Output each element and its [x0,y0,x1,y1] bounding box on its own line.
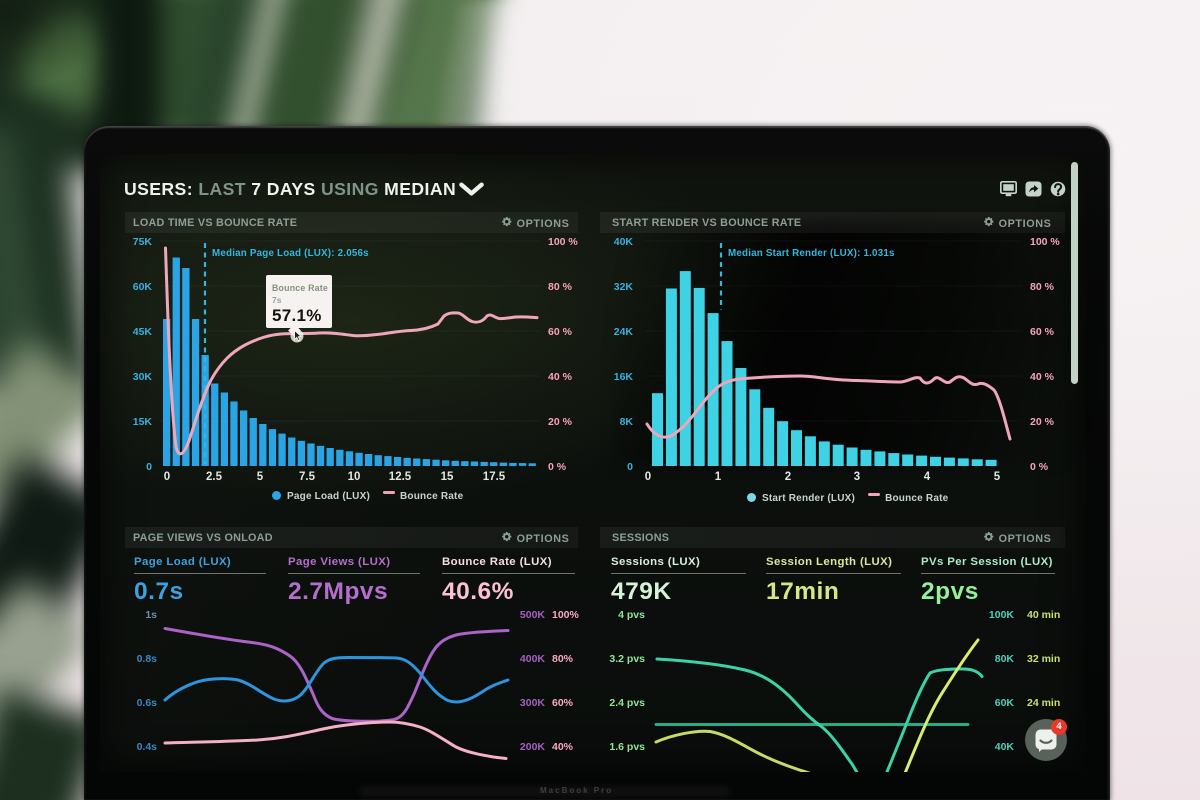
svg-text:60 %: 60 % [548,326,573,338]
svg-text:0.4s: 0.4s [137,741,158,753]
svg-text:40K: 40K [614,236,634,248]
svg-text:24 min: 24 min [1027,697,1060,709]
svg-text:500K: 500K [520,609,546,621]
svg-text:0.6s: 0.6s [137,697,158,709]
svg-text:3.2 pvs: 3.2 pvs [609,653,645,665]
svg-text:7.5: 7.5 [299,471,316,483]
svg-text:40K: 40K [995,741,1015,753]
svg-text:0 %: 0 % [548,461,567,473]
svg-text:2: 2 [785,471,791,483]
svg-text:32 min: 32 min [1027,653,1060,665]
svg-text:0: 0 [164,471,170,483]
svg-text:80K: 80K [995,653,1015,665]
svg-text:1.6 pvs: 1.6 pvs [609,741,645,753]
svg-text:40 min: 40 min [1027,609,1060,621]
svg-text:1s: 1s [145,609,157,621]
svg-text:40%: 40% [552,741,574,753]
svg-text:2.5: 2.5 [206,471,223,483]
svg-text:15K: 15K [133,416,153,428]
svg-text:0.8s: 0.8s [137,653,158,665]
svg-text:Median Start Render (LUX): 1.0: Median Start Render (LUX): 1.031s [728,248,895,259]
svg-text:0 %: 0 % [1030,461,1049,473]
svg-text:5: 5 [257,471,264,483]
svg-text:75K: 75K [133,236,153,248]
svg-text:80 %: 80 % [1030,281,1055,293]
svg-text:5: 5 [994,471,1001,483]
svg-text:100 %: 100 % [548,236,578,248]
svg-text:16K: 16K [614,371,634,383]
svg-text:100K: 100K [989,609,1015,621]
svg-text:80 %: 80 % [548,281,573,293]
svg-text:2.4 pvs: 2.4 pvs [609,697,645,709]
svg-text:100%: 100% [552,609,580,621]
svg-text:17.5: 17.5 [483,471,506,483]
svg-text:4: 4 [924,471,931,483]
svg-text:60K: 60K [995,697,1015,709]
svg-text:0: 0 [146,461,152,473]
svg-text:Median Page Load (LUX): 2.056s: Median Page Load (LUX): 2.056s [212,248,369,259]
svg-text:80%: 80% [552,653,574,665]
svg-text:20 %: 20 % [1030,416,1055,428]
svg-text:12.5: 12.5 [389,471,412,483]
svg-text:0: 0 [645,471,651,483]
svg-text:30K: 30K [133,371,153,383]
svg-text:1: 1 [715,471,722,483]
svg-text:40 %: 40 % [548,371,573,383]
svg-text:15: 15 [441,471,454,483]
svg-text:60%: 60% [552,697,574,709]
svg-text:60K: 60K [133,281,153,293]
svg-text:32K: 32K [614,281,634,293]
svg-text:40 %: 40 % [1030,371,1055,383]
svg-text:8K: 8K [620,416,634,428]
svg-text:10: 10 [348,471,361,483]
svg-text:0: 0 [627,461,633,473]
svg-text:4 pvs: 4 pvs [618,609,645,621]
svg-text:20 %: 20 % [548,416,573,428]
svg-text:200K: 200K [520,741,546,753]
svg-text:45K: 45K [133,326,153,338]
svg-text:100 %: 100 % [1030,236,1060,248]
svg-text:3: 3 [854,471,860,483]
svg-text:24K: 24K [614,326,634,338]
svg-text:60 %: 60 % [1030,326,1055,338]
svg-text:300K: 300K [520,697,546,709]
svg-text:400K: 400K [520,653,546,665]
